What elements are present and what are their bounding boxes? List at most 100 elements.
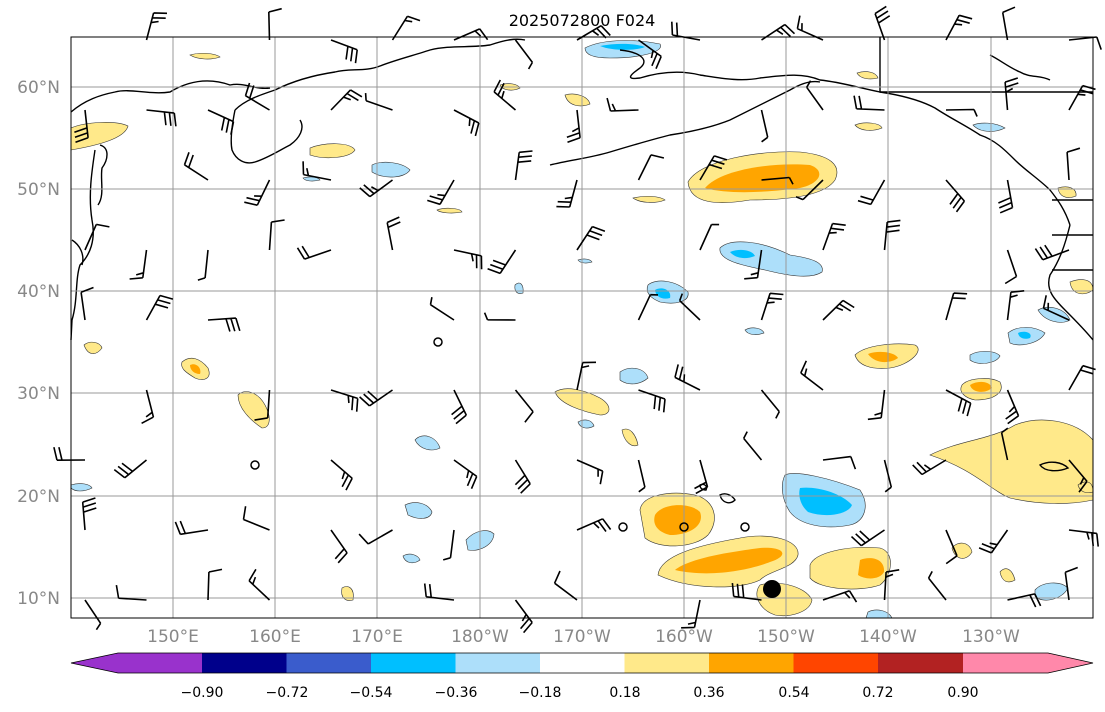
wind-barb bbox=[296, 245, 332, 260]
wind-barb bbox=[514, 39, 534, 70]
wind-barb bbox=[553, 570, 578, 601]
colorbar-segment bbox=[878, 653, 963, 673]
wind-barb bbox=[453, 249, 483, 270]
lon-label: 170°W bbox=[553, 627, 611, 647]
wind-barb bbox=[451, 389, 468, 425]
wind-barb bbox=[760, 109, 769, 143]
wind-barb bbox=[760, 292, 784, 321]
colorbar-tick-label: −0.54 bbox=[350, 685, 393, 701]
calm-markers bbox=[250, 337, 750, 532]
wind-barb bbox=[850, 529, 885, 547]
longitude-labels: 150°E 160°E 170°E 180°W 170°W 160°W 150°… bbox=[147, 627, 1020, 647]
lat-label: 40°N bbox=[17, 282, 60, 302]
wind-barb bbox=[1068, 459, 1088, 493]
wind-barb bbox=[874, 5, 891, 41]
colorbar-tick-label: 0.72 bbox=[862, 685, 893, 701]
wind-barb bbox=[129, 249, 148, 280]
wind-barb bbox=[1006, 290, 1025, 321]
map-frame bbox=[70, 36, 1094, 619]
wind-barb bbox=[699, 223, 720, 251]
latitude-labels: 60°N 50°N 40°N 30°N 20°N 10°N bbox=[17, 78, 60, 609]
wind-barb bbox=[978, 529, 1009, 554]
colorbar-tick-label: 0.54 bbox=[778, 685, 809, 701]
wind-barb bbox=[606, 97, 639, 112]
wind-barb bbox=[81, 497, 97, 531]
colorbar-tick-label: −0.36 bbox=[435, 685, 478, 701]
wind-barb bbox=[364, 93, 393, 111]
wind-barb bbox=[674, 364, 701, 391]
lon-label: 140°W bbox=[859, 627, 917, 647]
colorbar-segment bbox=[540, 653, 625, 673]
wind-barb bbox=[242, 506, 270, 531]
wind-barb bbox=[1068, 529, 1099, 547]
wind-barb bbox=[761, 176, 794, 185]
wind-barb bbox=[945, 389, 972, 417]
wind-barb bbox=[566, 109, 581, 143]
wind-barb bbox=[576, 518, 612, 532]
colorbar-segment bbox=[624, 653, 710, 673]
wind-barb bbox=[857, 179, 886, 206]
wind-barb bbox=[927, 571, 947, 601]
wind-barb bbox=[493, 79, 517, 111]
colorbar-segment bbox=[709, 653, 794, 673]
wind-barb bbox=[244, 82, 270, 111]
wind-barb bbox=[141, 389, 155, 425]
wind-barb bbox=[637, 459, 646, 493]
wind-barb bbox=[244, 179, 271, 206]
wind-barb bbox=[699, 155, 728, 181]
wind-barb bbox=[330, 89, 363, 111]
wind-barb bbox=[800, 360, 824, 391]
wind-barb bbox=[556, 179, 578, 208]
lat-label: 10°N bbox=[17, 589, 60, 609]
wind-barb bbox=[945, 108, 978, 117]
colorbar-segment bbox=[963, 653, 1093, 673]
colorbar-tick-labels: −0.90 −0.72 −0.54 −0.36 −0.18 0.18 0.36 … bbox=[181, 685, 979, 701]
wind-barb bbox=[806, 80, 824, 111]
wind-barb bbox=[637, 154, 665, 181]
wind-barb bbox=[330, 39, 358, 64]
wind-barb bbox=[576, 459, 604, 485]
wind-barb bbox=[254, 389, 271, 421]
wind-barb bbox=[945, 292, 968, 321]
wind-barb bbox=[302, 161, 332, 181]
wind-barb bbox=[1004, 77, 1019, 111]
wind-barb bbox=[197, 249, 209, 281]
wind-barb bbox=[248, 568, 271, 601]
wind-barb bbox=[998, 179, 1014, 214]
colorbar-segment bbox=[202, 653, 287, 673]
wind-barb bbox=[760, 389, 781, 419]
colorbar-segment bbox=[793, 653, 879, 673]
wind-barb bbox=[945, 179, 966, 213]
wind-barb bbox=[207, 317, 241, 332]
wind-barb bbox=[1000, 427, 1009, 461]
wind-barb bbox=[912, 459, 947, 476]
wind-barb bbox=[867, 389, 886, 421]
colorbar-segment bbox=[71, 653, 202, 673]
wind-barb bbox=[1068, 84, 1096, 111]
wind-barb bbox=[174, 520, 209, 536]
colorbar-tick-label: 0.90 bbox=[947, 685, 978, 701]
wind-barb bbox=[330, 529, 348, 564]
wind-barb bbox=[84, 223, 110, 251]
wind-barb bbox=[330, 389, 359, 412]
lon-label: 150°W bbox=[757, 627, 815, 647]
wind-barbs bbox=[53, 5, 1102, 634]
wind-barb bbox=[453, 28, 489, 41]
wind-barb bbox=[359, 179, 393, 198]
wind-barb bbox=[80, 286, 94, 321]
wind-barb bbox=[795, 179, 824, 201]
wind-barb bbox=[576, 25, 611, 41]
wind-barb bbox=[1066, 147, 1081, 181]
wind-barb bbox=[637, 293, 659, 321]
colorbar-tick-label: −0.90 bbox=[181, 685, 224, 701]
wind-barb bbox=[427, 179, 455, 206]
map-panel bbox=[53, 5, 1102, 634]
wind-barb bbox=[761, 23, 796, 41]
colorbar-tick-label: 0.18 bbox=[609, 685, 640, 701]
wind-barb bbox=[483, 312, 516, 321]
wind-barb bbox=[453, 109, 480, 137]
wind-barb bbox=[681, 599, 701, 629]
wind-barb bbox=[207, 568, 223, 601]
map-title: 2025072800 F024 bbox=[509, 11, 656, 30]
